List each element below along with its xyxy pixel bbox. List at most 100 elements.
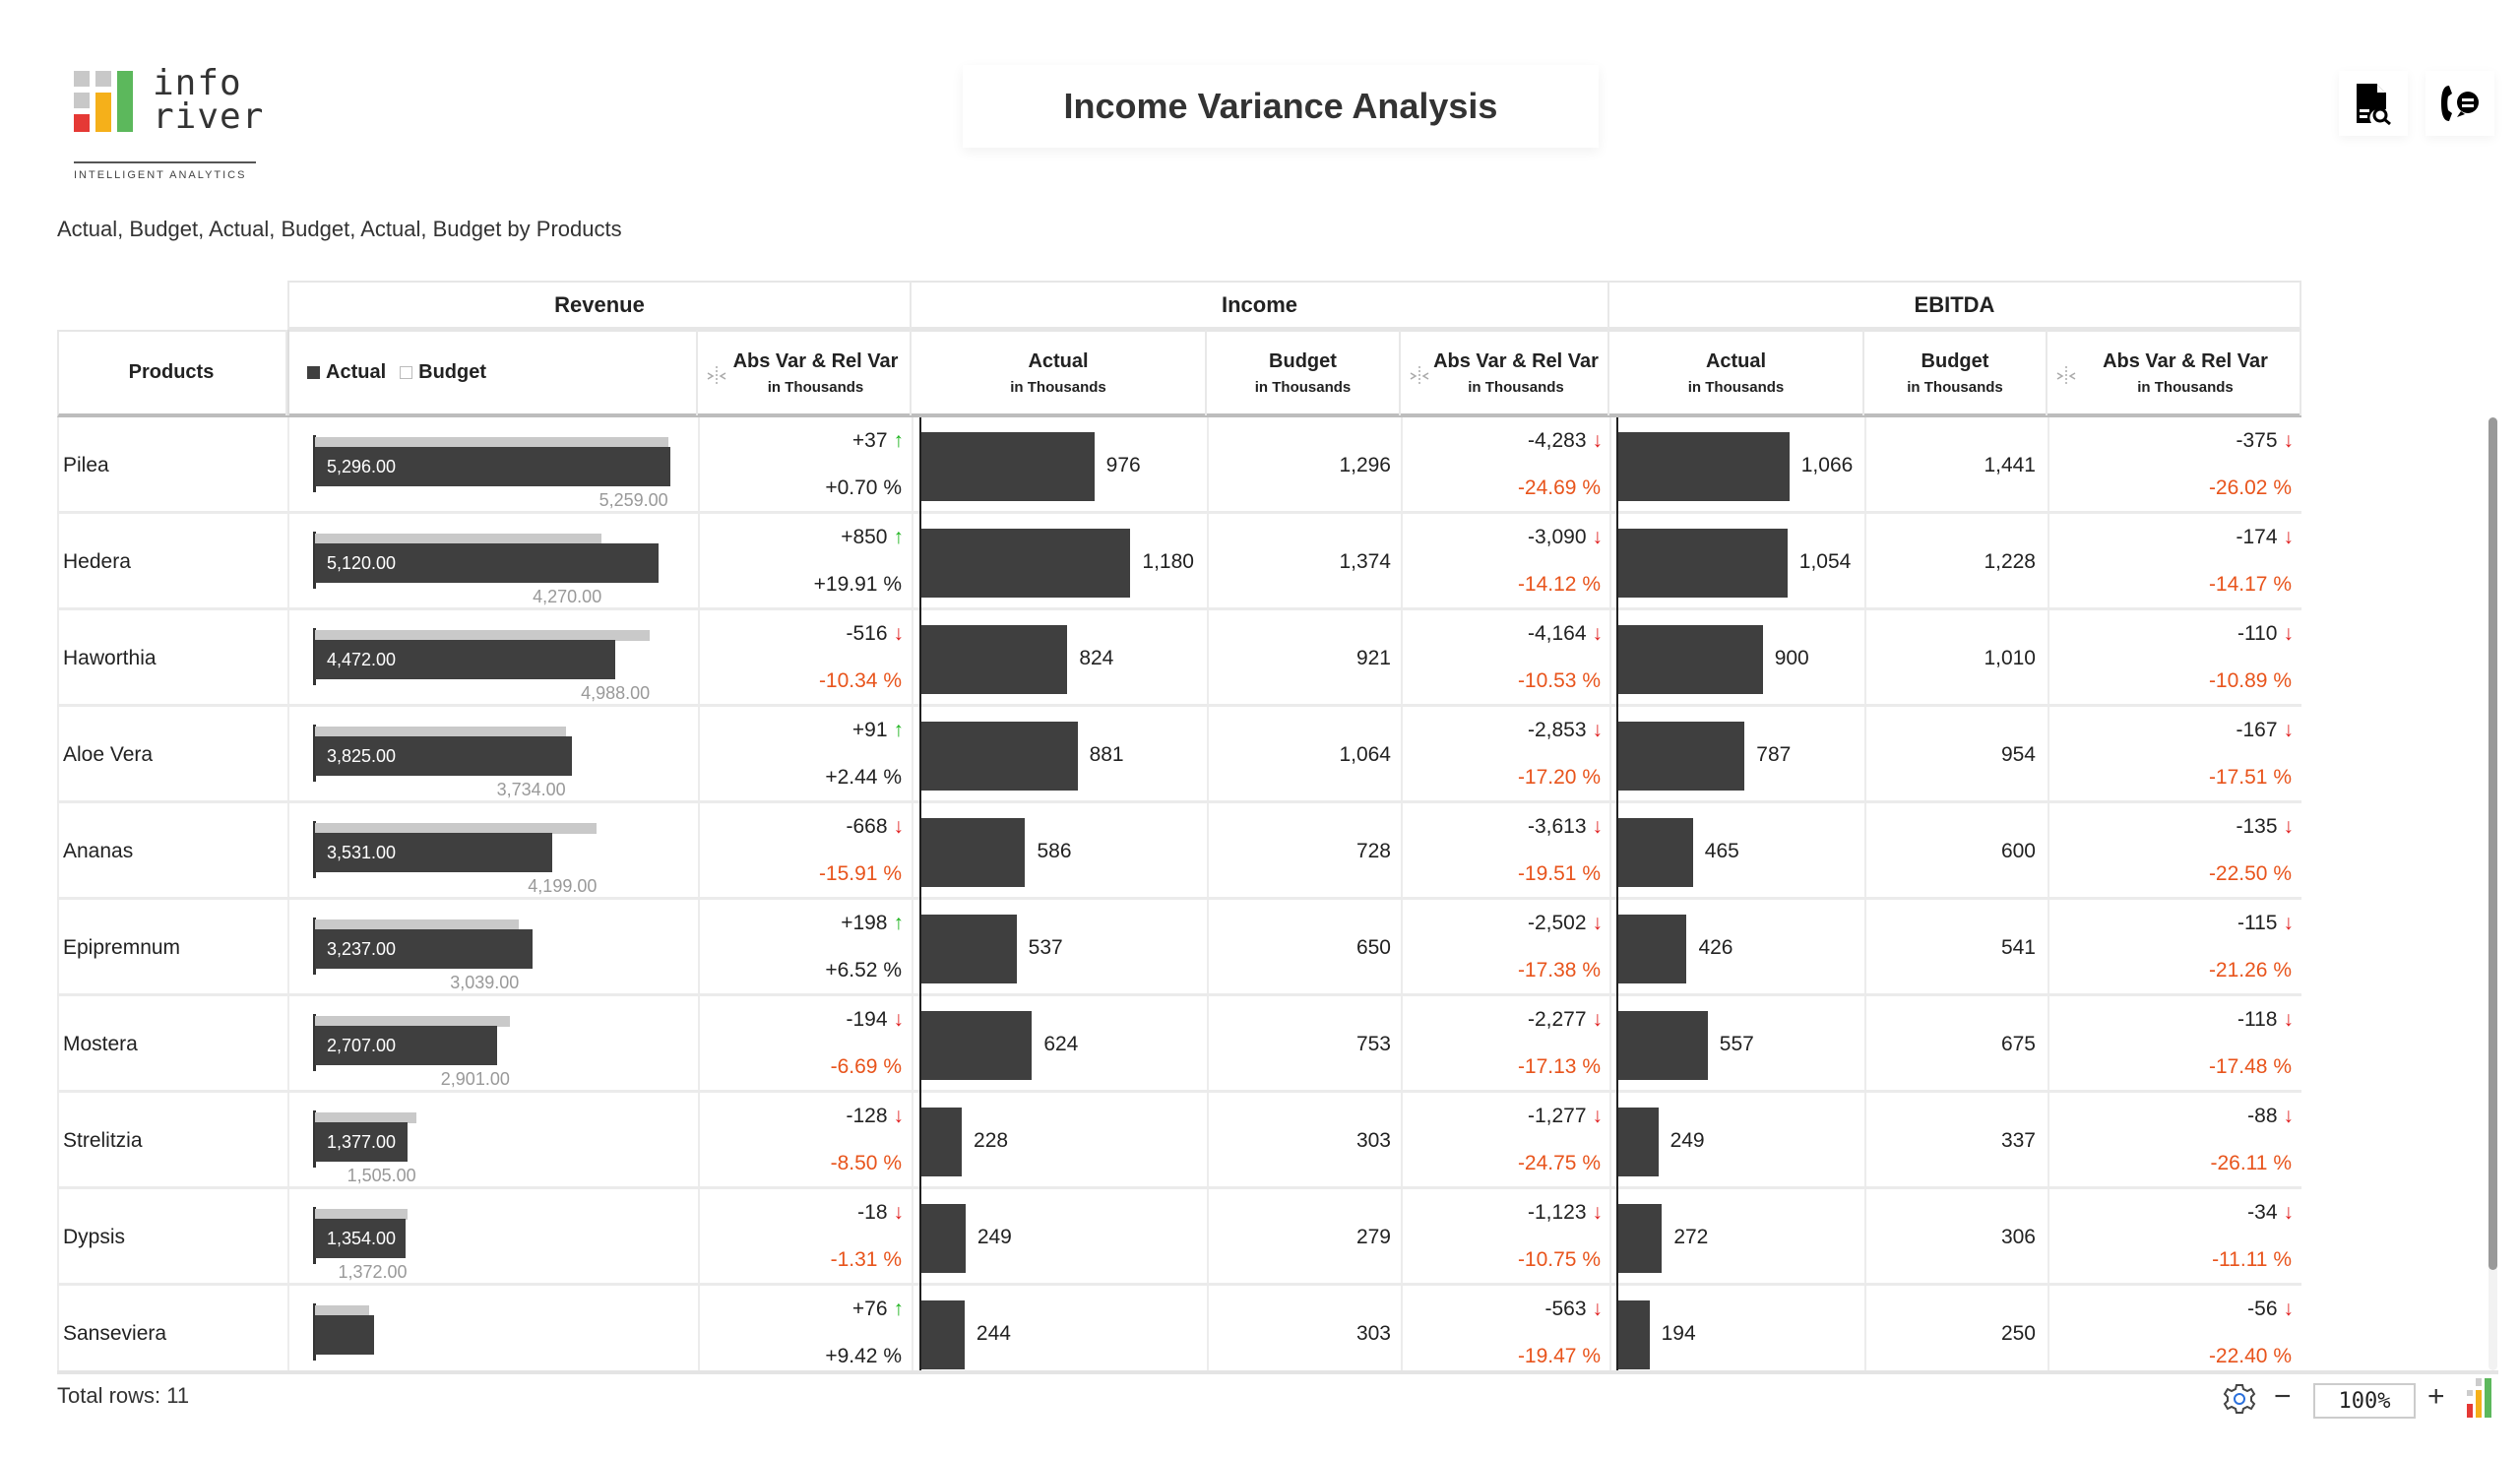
header-products[interactable]: Products: [57, 330, 287, 415]
ebitda-actual-bar: [1618, 1300, 1650, 1369]
table-row: [57, 900, 2301, 996]
table-row: [57, 610, 2301, 707]
document-search-icon: [2357, 84, 2391, 125]
income-actual-label: 1,180: [1142, 550, 1194, 573]
ebitda-abs-var: -88 ↓: [2247, 1105, 2294, 1128]
income-actual-bar: [921, 1011, 1033, 1080]
zoom-out-button[interactable]: −: [2274, 1380, 2292, 1413]
zoom-level[interactable]: 100%: [2313, 1383, 2416, 1419]
inc-abs-var: -1,123 ↓: [1528, 1201, 1603, 1225]
header-unit: in Thousands: [1907, 378, 2003, 396]
revenue-actual-label: 2,707.00: [327, 1036, 397, 1055]
arrow-down-icon: ↓: [1592, 912, 1604, 934]
revenue-budget-label: 4,199.00: [528, 876, 598, 896]
inforiver-mini-logo[interactable]: [2467, 1378, 2500, 1418]
rev-abs-var: -516 ↓: [846, 622, 904, 646]
ebitda-actual-bar: [1618, 529, 1788, 598]
revenue-budget-bar: [315, 534, 602, 544]
ebitda-axis: [1616, 610, 1618, 707]
revenue-actual-bar: 5,296.00: [315, 447, 671, 486]
abs-var-value: +76: [851, 1298, 888, 1320]
document-search-button[interactable]: [2339, 71, 2408, 136]
collapse-column-icon[interactable]: [2055, 365, 2077, 387]
rev-abs-var: +76 ↑: [852, 1298, 904, 1321]
ebitda-budget: 541: [2000, 936, 2036, 959]
arrow-down-icon: ↓: [1592, 1008, 1604, 1031]
table-body: Pilea 5,296.00 5,259.00 +37 ↑ +0.70 % 976 1,296…: [57, 417, 2301, 1370]
ebitda-actual-bar: [1618, 1204, 1663, 1273]
ebitda-abs-var: -115 ↓: [2237, 912, 2294, 935]
revenue-axis-tick: [313, 1303, 316, 1361]
ebitda-axis: [1616, 1286, 1618, 1370]
column-divider: [1864, 417, 1866, 1370]
revenue-budget-label: 3,734.00: [496, 780, 566, 799]
header-label: Actual: [1028, 349, 1089, 372]
rev-rel-var: +0.70 %: [825, 476, 902, 499]
income-budget: 303: [1355, 1129, 1391, 1152]
ebitda-abs-var: -110 ↓: [2237, 622, 2294, 646]
income-axis: [919, 900, 921, 996]
income-actual-bar: [921, 432, 1095, 501]
income-actual-bar: [921, 818, 1026, 887]
header-revenue-absrel[interactable]: Abs Var & Rel Var in Thousands: [698, 330, 912, 415]
header-income-budget[interactable]: Budget in Thousands: [1207, 330, 1401, 415]
legend-budget-swatch: [400, 366, 413, 379]
header-label: Abs Var & Rel Var: [1433, 349, 1599, 372]
income-actual-label: 537: [1028, 936, 1063, 959]
abs-var-value: -563: [1544, 1298, 1587, 1320]
legend-actual-swatch: [307, 366, 320, 379]
revenue-budget-bar: [315, 919, 520, 930]
ebitda-actual-bar: [1618, 1011, 1708, 1080]
income-actual-bar: [921, 722, 1078, 791]
revenue-axis-tick: [313, 821, 316, 878]
ebitda-budget: 337: [2000, 1129, 2036, 1152]
income-axis: [919, 1093, 921, 1189]
revenue-budget-bar: [315, 823, 598, 834]
arrow-down-icon: ↓: [2283, 622, 2295, 645]
header-income-actual[interactable]: Actual in Thousands: [912, 330, 1207, 415]
abs-var-value: +198: [841, 912, 888, 934]
revenue-actual-bar: 2,707.00: [315, 1026, 497, 1065]
table-row: [57, 803, 2301, 900]
ebitda-budget: 954: [2000, 743, 2036, 766]
header-ebitda-budget[interactable]: Budget in Thousands: [1864, 330, 2048, 415]
abs-var-value: -2,853: [1527, 719, 1587, 741]
contact-chat-button[interactable]: [2426, 71, 2494, 136]
rev-abs-var: +198 ↑: [841, 912, 904, 935]
abs-var-value: -3,090: [1527, 526, 1587, 548]
collapse-column-icon[interactable]: [706, 365, 727, 387]
arrow-down-icon: ↓: [2283, 719, 2295, 741]
settings-gear-icon[interactable]: [2223, 1382, 2256, 1416]
rev-abs-var: -18 ↓: [857, 1201, 904, 1225]
abs-var-value: -194: [846, 1008, 888, 1031]
ebitda-budget: 250: [2000, 1322, 2036, 1345]
arrow-down-icon: ↓: [893, 1105, 905, 1127]
inc-rel-var: -10.75 %: [1517, 1248, 1601, 1271]
income-actual-label: 244: [976, 1322, 1011, 1345]
ebitda-axis: [1616, 996, 1618, 1093]
product-name: Epipremnum: [63, 936, 181, 959]
abs-var-value: -3,613: [1527, 815, 1587, 838]
header-ebitda-absrel[interactable]: Abs Var & Rel Var in Thousands: [2048, 330, 2301, 415]
ebitda-actual-bar: [1618, 722, 1745, 791]
scrollbar-thumb[interactable]: [2488, 417, 2497, 1270]
ebitda-actual-label: 787: [1756, 743, 1792, 766]
ebitda-axis: [1616, 1189, 1618, 1286]
abs-var-value: -167: [2236, 719, 2278, 741]
income-actual-bar: [921, 625, 1068, 694]
inc-rel-var: -24.75 %: [1517, 1152, 1601, 1174]
header-ebitda-actual[interactable]: Actual in Thousands: [1609, 330, 1864, 415]
income-actual-bar: [921, 529, 1131, 598]
header-unit: in Thousands: [2137, 378, 2234, 396]
revenue-actual-label: 3,531.00: [327, 843, 397, 862]
column-divider: [1401, 417, 1403, 1370]
zoom-in-button[interactable]: +: [2427, 1380, 2445, 1413]
header-income-absrel[interactable]: Abs Var & Rel Var in Thousands: [1401, 330, 1609, 415]
product-name: Pilea: [63, 454, 109, 476]
ebitda-actual-label: 249: [1670, 1129, 1705, 1152]
subtitle: Actual, Budget, Actual, Budget, Actual, …: [57, 217, 622, 241]
ebitda-rel-var: -10.89 %: [2208, 669, 2292, 692]
revenue-axis-tick: [313, 1207, 316, 1264]
collapse-column-icon[interactable]: [1409, 365, 1430, 387]
abs-var-value: -56: [2247, 1298, 2278, 1320]
